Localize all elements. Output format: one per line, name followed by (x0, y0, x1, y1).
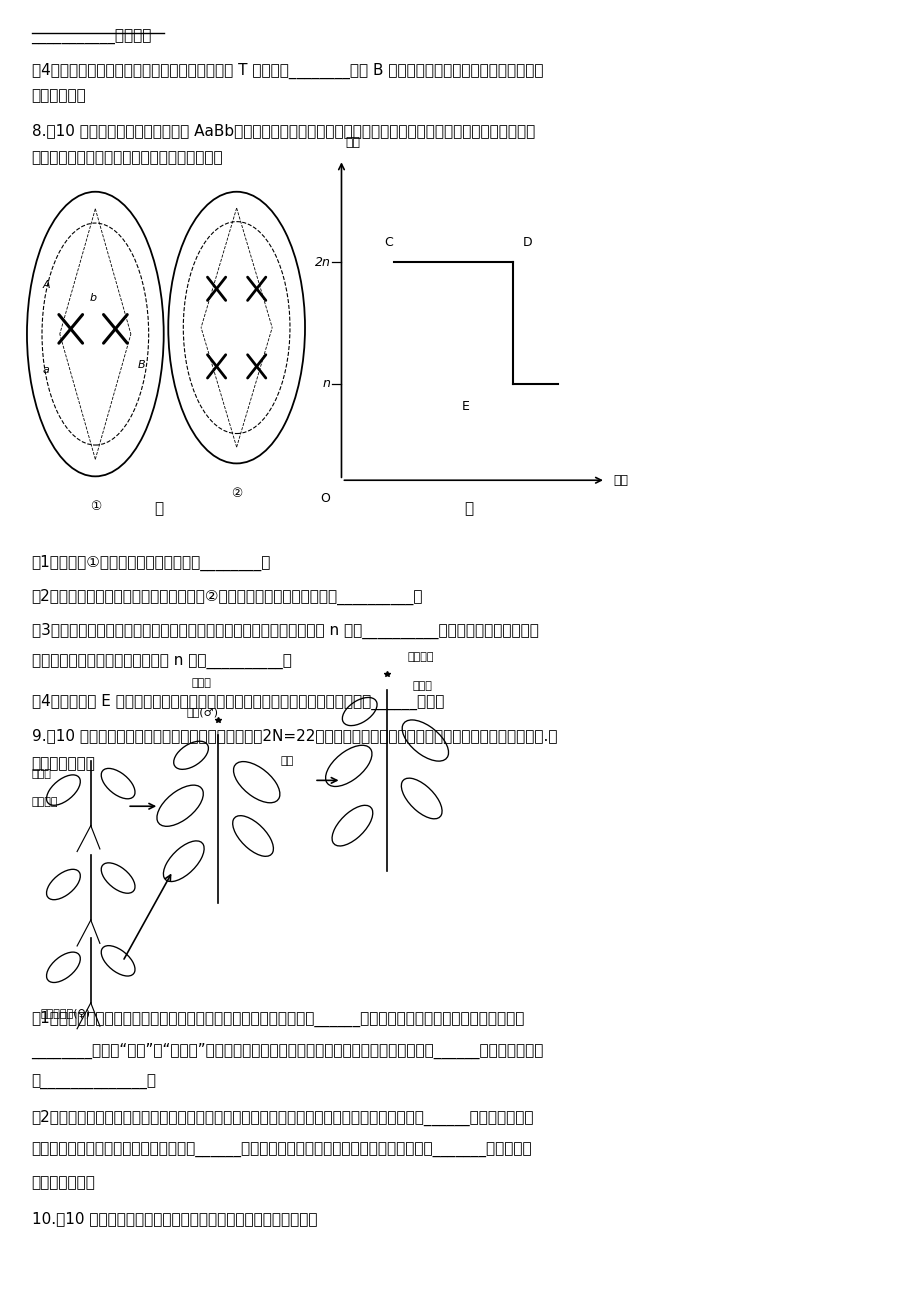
Text: n: n (323, 378, 330, 391)
Text: a: a (42, 366, 50, 375)
Text: （4）研究发现，当皮质醇含量持续过高，能抑制 T 细胞产生________，使 B 淡巴细胞的增殖和分化受阻，导致人体: （4）研究发现，当皮质醇含量持续过高，能抑制 T 细胞产生________，使 … (31, 62, 542, 78)
Text: （2）取图中二倍体西瓜的体细胞与它的单核花粉进行融合也可培育出三倍体西瓜，这项技术需用______处理细胞壁，以: （2）取图中二倍体西瓜的体细胞与它的单核花粉进行融合也可培育出三倍体西瓜，这项技… (31, 1111, 533, 1126)
Text: 四倍体植株(♀): 四倍体植株(♀) (40, 1008, 91, 1018)
Text: （2）在无突变和交叉互换情况下，图甲中②产生的生殖细胞的基因组成是__________。: （2）在无突变和交叉互换情况下，图甲中②产生的生殖细胞的基因组成是_______… (31, 589, 423, 605)
Text: 乙: 乙 (464, 501, 473, 516)
Text: 免疫力下降。: 免疫力下降。 (31, 89, 86, 103)
Text: B: B (137, 361, 144, 370)
Text: （1）图甲中①细胞中染色体组的数目为________。: （1）图甲中①细胞中染色体组的数目为________。 (31, 555, 270, 572)
Text: 二倍体: 二倍体 (191, 678, 210, 689)
Text: 便两植物细胞融合，这体现了细胞膜具有______的结构特点，验证该特点可利用两种不同颜色的_______标记细胞膜: 便两植物细胞融合，这体现了细胞膜具有______的结构特点，验证该特点可利用两种… (31, 1143, 531, 1157)
Text: 10.（10 分）下图表示遗传信息的传递规律，根据下图回答问题：: 10.（10 分）下图表示遗传信息的传递规律，根据下图回答问题： (31, 1211, 317, 1226)
Text: ___________的特点。: ___________的特点。 (31, 30, 152, 46)
Text: 9.（10 分）西瓜是雌雄同株异花植物，二倍体西瓜（2N=22）。现用二倍体西瓜培育三倍体西瓜植株，过程如图所示.请: 9.（10 分）西瓜是雌雄同株异花植物，二倍体西瓜（2N=22）。现用二倍体西瓜… (31, 729, 556, 743)
Text: 8.（10 分）某高等动物的基因型为 AaBb，下图甲是其两个不同时期的细胞分裂图像，图乙表示细胞分裂时有关物质: 8.（10 分）某高等动物的基因型为 AaBb，下图甲是其两个不同时期的细胞分裂… (31, 124, 534, 138)
Text: b: b (90, 293, 96, 303)
Text: 三倍体西: 三倍体西 (407, 652, 433, 663)
Text: 2n: 2n (314, 255, 330, 268)
Text: ①: ① (90, 500, 101, 513)
Text: 时期: 时期 (612, 474, 628, 487)
Text: （1）由二倍体西瓜幼苗形成四倍体植株，通常用秋水仙素处理幼苗的______（填部位）。四倍体西瓜幼苗做母本时，: （1）由二倍体西瓜幼苗形成四倍体植株，通常用秋水仙素处理幼苗的______（填部… (31, 1010, 525, 1027)
Text: ②: ② (231, 487, 242, 500)
Text: E: E (461, 400, 470, 413)
Text: 和结构数量变化的相关曲线片段，请据图回答：: 和结构数量变化的相关曲线片段，请据图回答： (31, 150, 223, 165)
Text: 部______________。: 部______________。 (31, 1075, 156, 1090)
Text: 二倍体: 二倍体 (31, 769, 51, 779)
Text: 瓜植株: 瓜植株 (412, 681, 432, 691)
Text: 甲: 甲 (154, 501, 164, 516)
Text: O: O (320, 492, 330, 505)
Text: 杂交: 杂交 (280, 756, 293, 766)
Text: 数量: 数量 (345, 135, 359, 148)
Text: 染色体组数目变化的部分过程，则 n 等于__________。: 染色体组数目变化的部分过程，则 n 等于__________。 (31, 655, 291, 671)
Text: 植株(♂): 植株(♂) (187, 707, 219, 717)
Text: （4）若图乙中 E 点以后发生着丝点分裂，则图乙进行的细胞增殖过程与图甲中的______对应。: （4）若图乙中 E 点以后发生着丝点分裂，则图乙进行的细胞增殖过程与图甲中的__… (31, 694, 443, 710)
Text: 回答下列问题：: 回答下列问题： (31, 755, 96, 771)
Text: A: A (42, 280, 50, 290)
Text: （3）若图乙曲线表示减数第一次分裂中染色体数目变化的部分过程，则 n 等于__________，若曲线表示有丝分裂中: （3）若图乙曲线表示减数第一次分裂中染色体数目变化的部分过程，则 n 等于___… (31, 622, 538, 639)
Text: D: D (522, 236, 531, 249)
Text: 西瓜幼苗: 西瓜幼苗 (31, 797, 58, 807)
Text: 表面的蛋白质。: 表面的蛋白质。 (31, 1174, 96, 1190)
Text: C: C (384, 236, 392, 249)
Text: ________（选填“需要”、“不需要”）对其进行去雄处理。四倍体西瓜的基因组测序，需测定______条染色体上的全: ________（选填“需要”、“不需要”）对其进行去雄处理。四倍体西瓜的基因组… (31, 1043, 543, 1060)
